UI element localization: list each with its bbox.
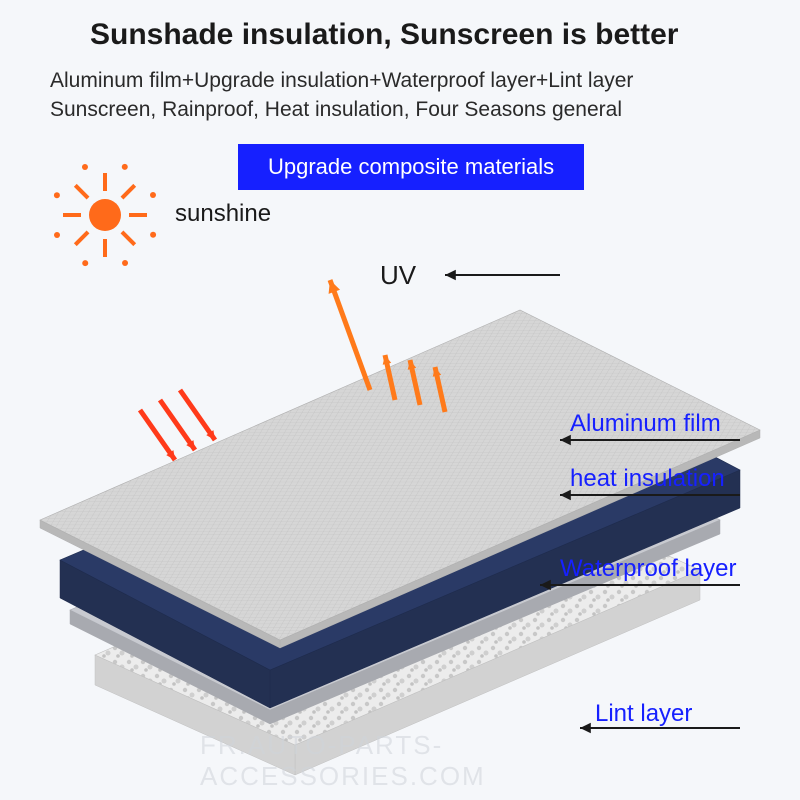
layer-label-1: heat insulation	[570, 465, 725, 493]
layer-label-2: Waterproof layer	[560, 555, 737, 583]
layer-label-3: Lint layer	[595, 700, 692, 728]
infographic-container: Sunshade insulation, Sunscreen is better…	[0, 0, 800, 800]
layer-label-0: Aluminum film	[570, 410, 721, 438]
sunshine-label: sunshine	[175, 200, 271, 228]
uv-label: UV	[380, 260, 416, 291]
diagram-svg	[0, 0, 800, 800]
